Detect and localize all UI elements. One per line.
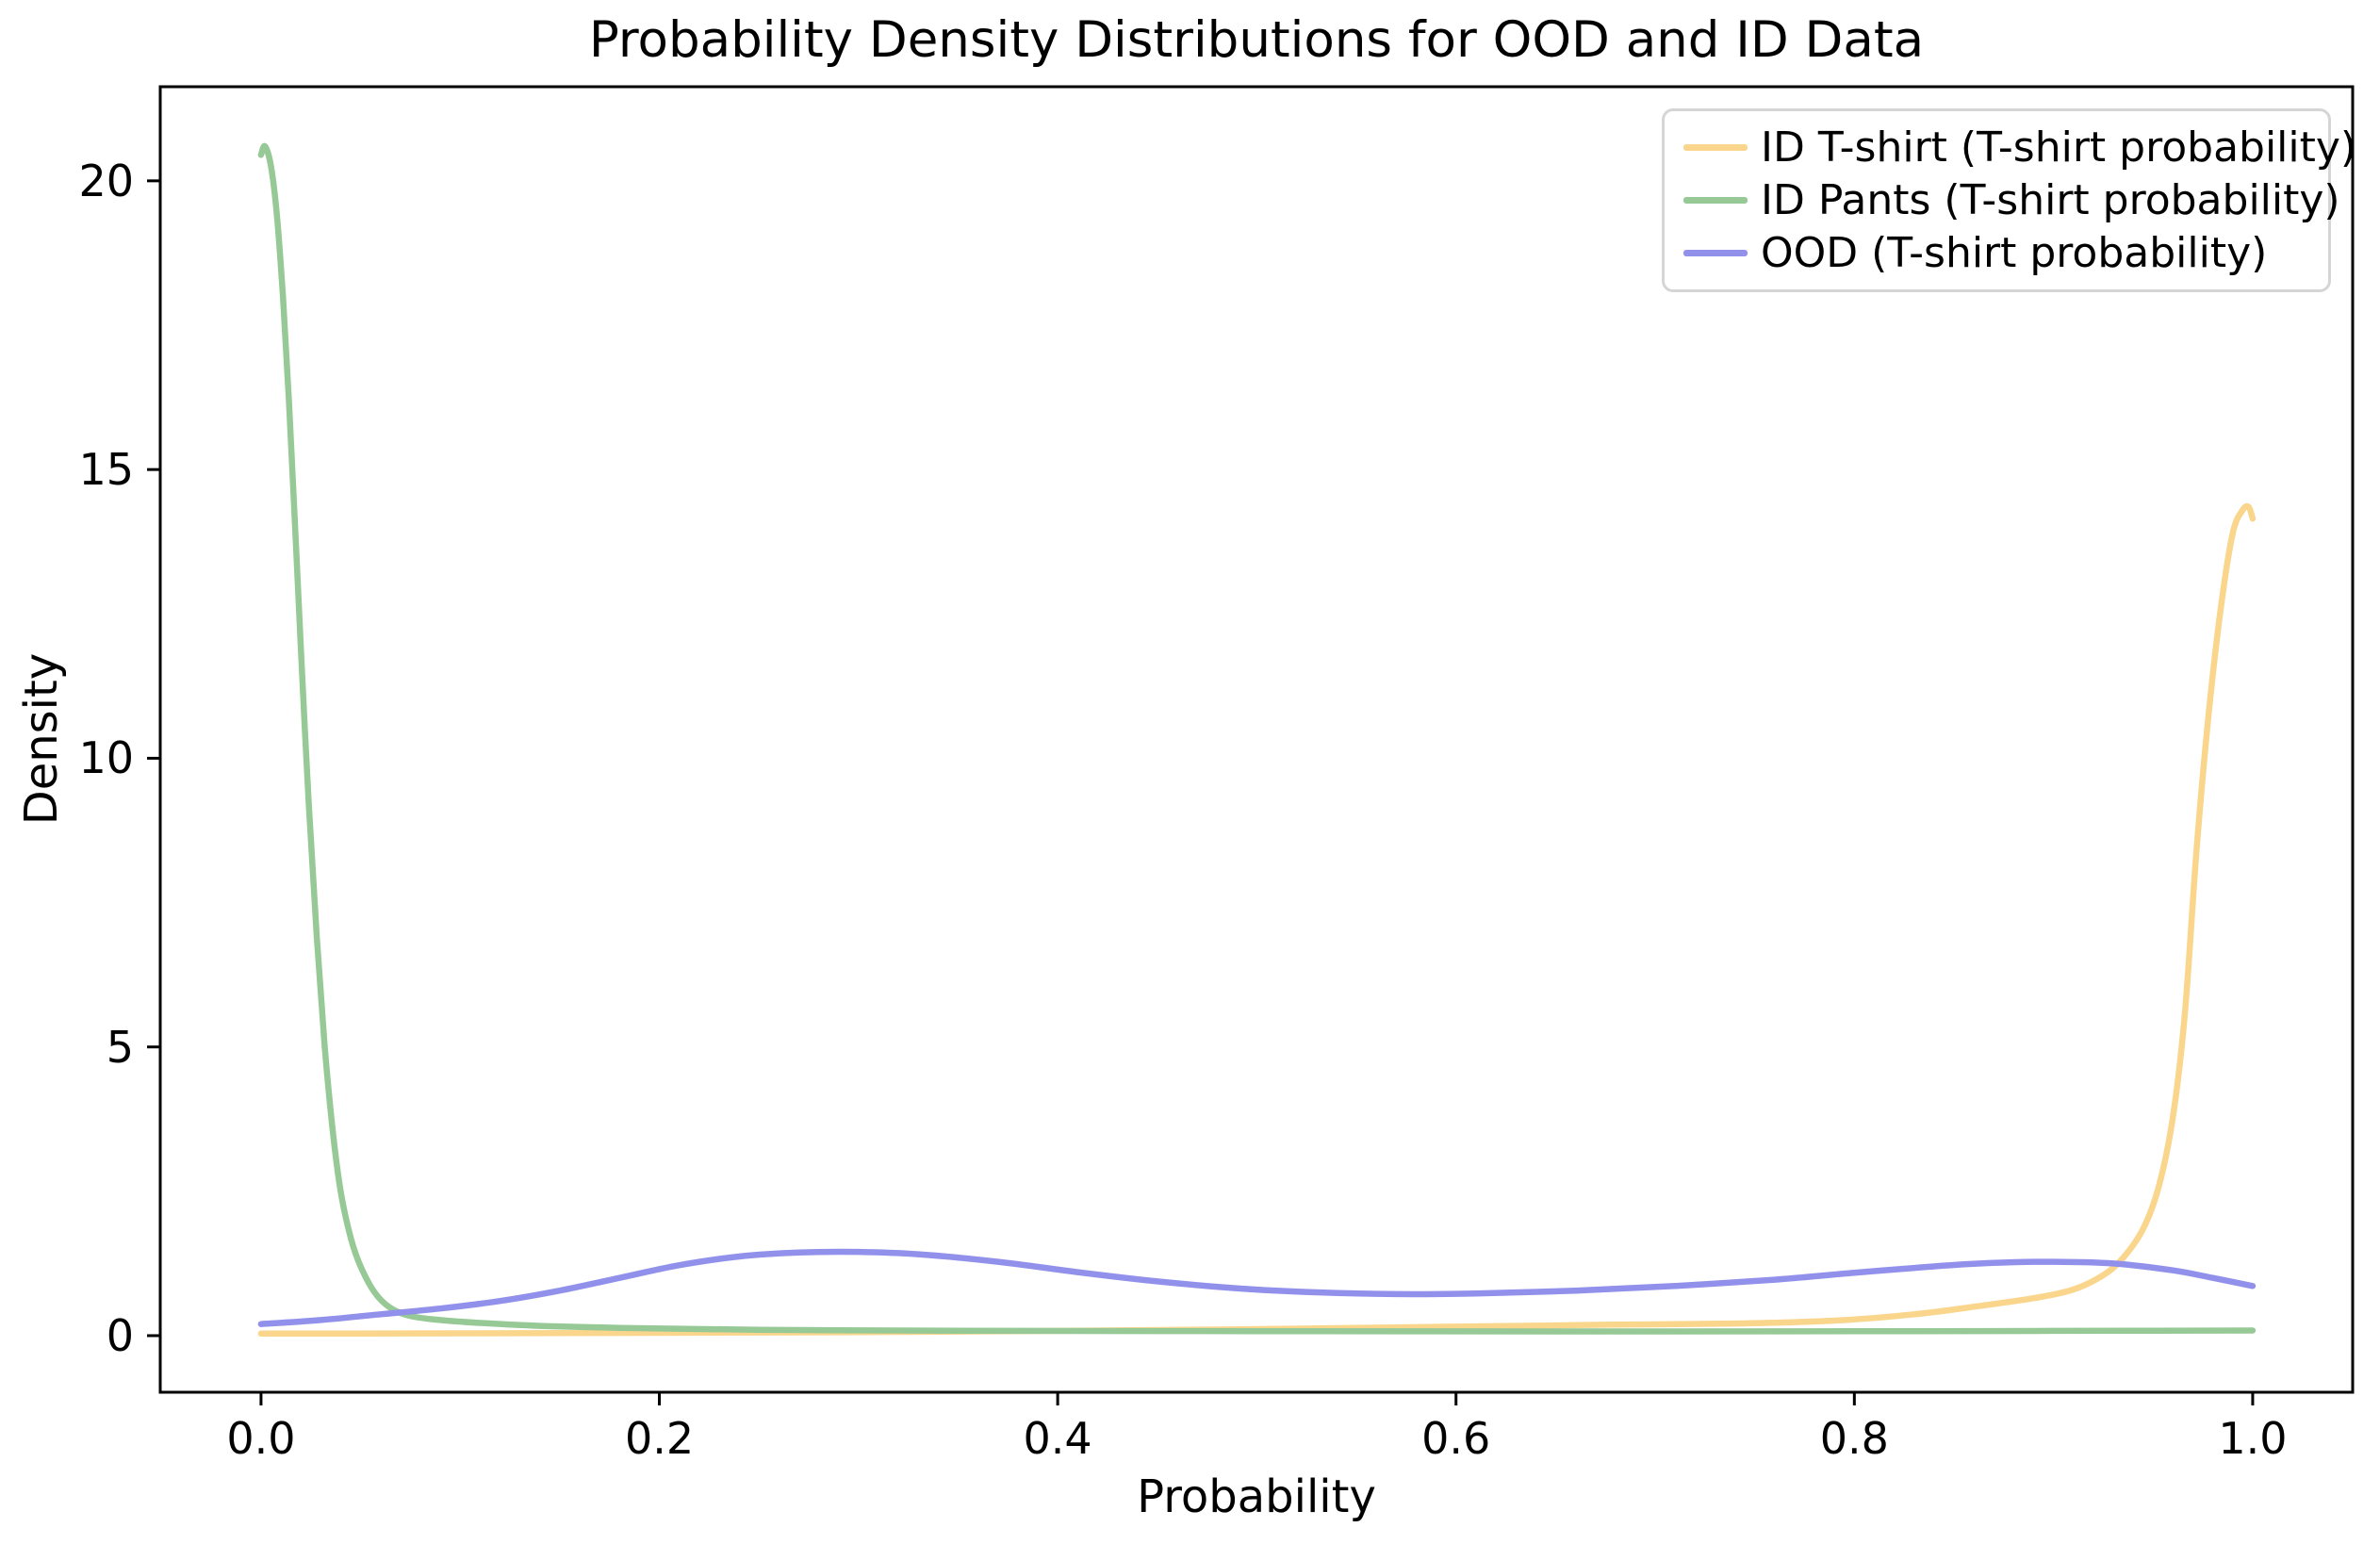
- y-tick-label: 10: [78, 732, 134, 784]
- curve-id-pants-t-shirt-probability: [257, 142, 2257, 1335]
- legend-item: OOD (T-shirt probability): [1683, 227, 2309, 280]
- legend-line-swatch: [1683, 143, 1748, 151]
- legend-item: ID T-shirt (T-shirt probability): [1683, 121, 2356, 173]
- curve-id-t-shirt-t-shirt-probability: [257, 502, 2257, 1338]
- x-tick-label: 0.8: [1819, 1413, 1889, 1464]
- curve-ood-t-shirt-probability: [257, 1248, 2257, 1327]
- legend-item: ID Pants (T-shirt probability): [1683, 173, 2340, 226]
- y-tick-label: 5: [106, 1021, 134, 1073]
- x-tick-label: 0.2: [624, 1413, 695, 1464]
- y-tick-label: 20: [78, 155, 134, 206]
- legend-line-swatch: [1683, 250, 1748, 257]
- x-tick-label: 1.0: [2218, 1413, 2288, 1464]
- legend: ID T-shirt (T-shirt probability) ID Pants…: [1662, 108, 2356, 292]
- y-tick-label: 0: [106, 1309, 134, 1361]
- x-tick-label: 0.0: [226, 1413, 296, 1464]
- legend-line-swatch: [1683, 196, 1748, 204]
- x-axis-label: Probability: [1137, 1470, 1376, 1523]
- legend-label: OOD (T-shirt probability): [1761, 229, 2268, 278]
- legend-label: ID Pants (T-shirt probability): [1761, 175, 2340, 224]
- x-tick-label: 0.4: [1023, 1413, 1092, 1464]
- legend-label: ID T-shirt (T-shirt probability): [1761, 123, 2357, 172]
- chart-title: Probability Density Distributions for OO…: [588, 11, 1925, 69]
- plot-border: [158, 85, 2355, 1394]
- y-tick-label: 15: [78, 444, 134, 496]
- x-tick-label: 0.6: [1421, 1413, 1491, 1464]
